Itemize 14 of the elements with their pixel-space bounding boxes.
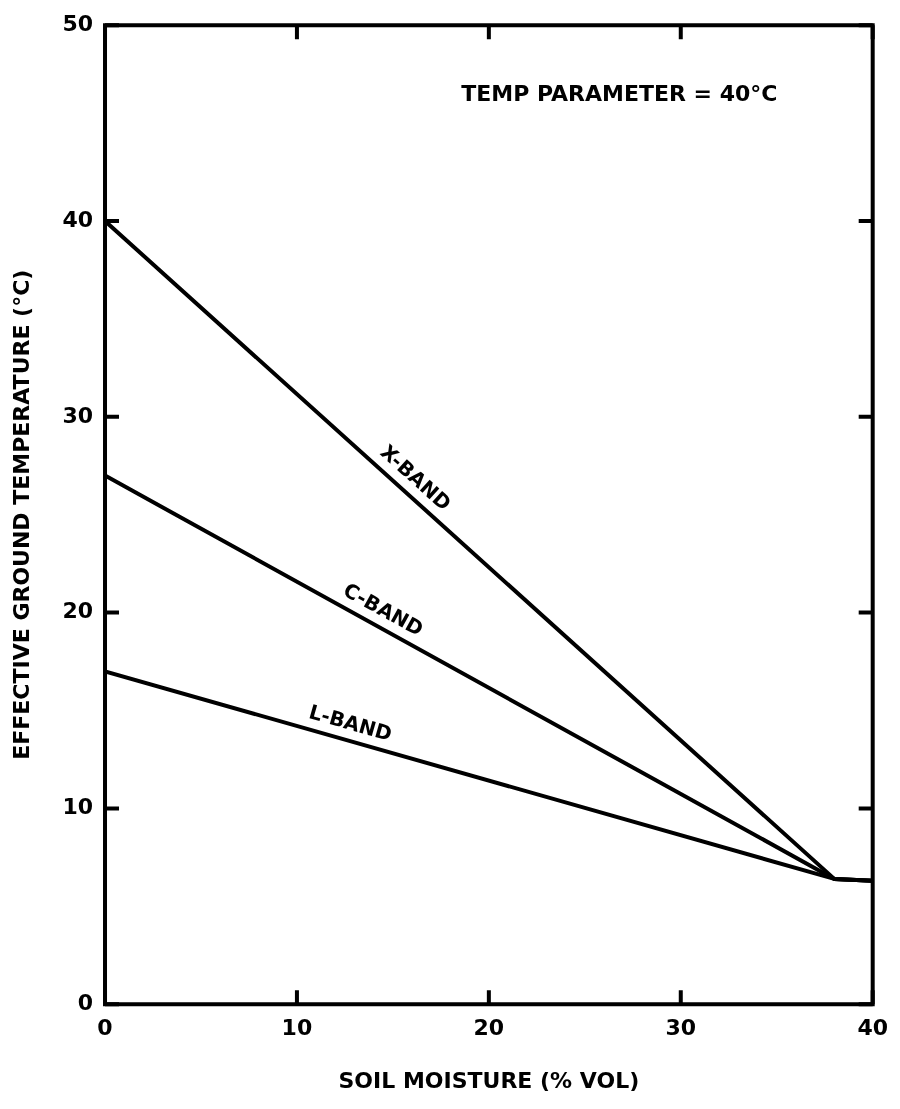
- y-tick-label: 0: [77, 989, 94, 1015]
- x-tick-label: 20: [473, 1015, 505, 1041]
- y-axis-title: EFFECTIVE GROUND TEMPERATURE (°C): [8, 269, 34, 760]
- x-tick-label: 30: [665, 1015, 697, 1041]
- y-tick-label: 50: [62, 10, 94, 36]
- x-tick-label: 0: [97, 1015, 113, 1041]
- x-axis-title: SOIL MOISTURE (% VOL): [338, 1067, 640, 1093]
- y-tick-label: 40: [62, 206, 94, 232]
- y-tick-label: 10: [62, 794, 94, 820]
- x-tick-label: 40: [857, 1015, 888, 1041]
- x-tick-label: 10: [281, 1015, 313, 1041]
- y-tick-label: 30: [62, 402, 94, 428]
- y-tick-label: 20: [62, 598, 94, 624]
- annotation: TEMP PARAMETER = 40°C: [461, 80, 778, 106]
